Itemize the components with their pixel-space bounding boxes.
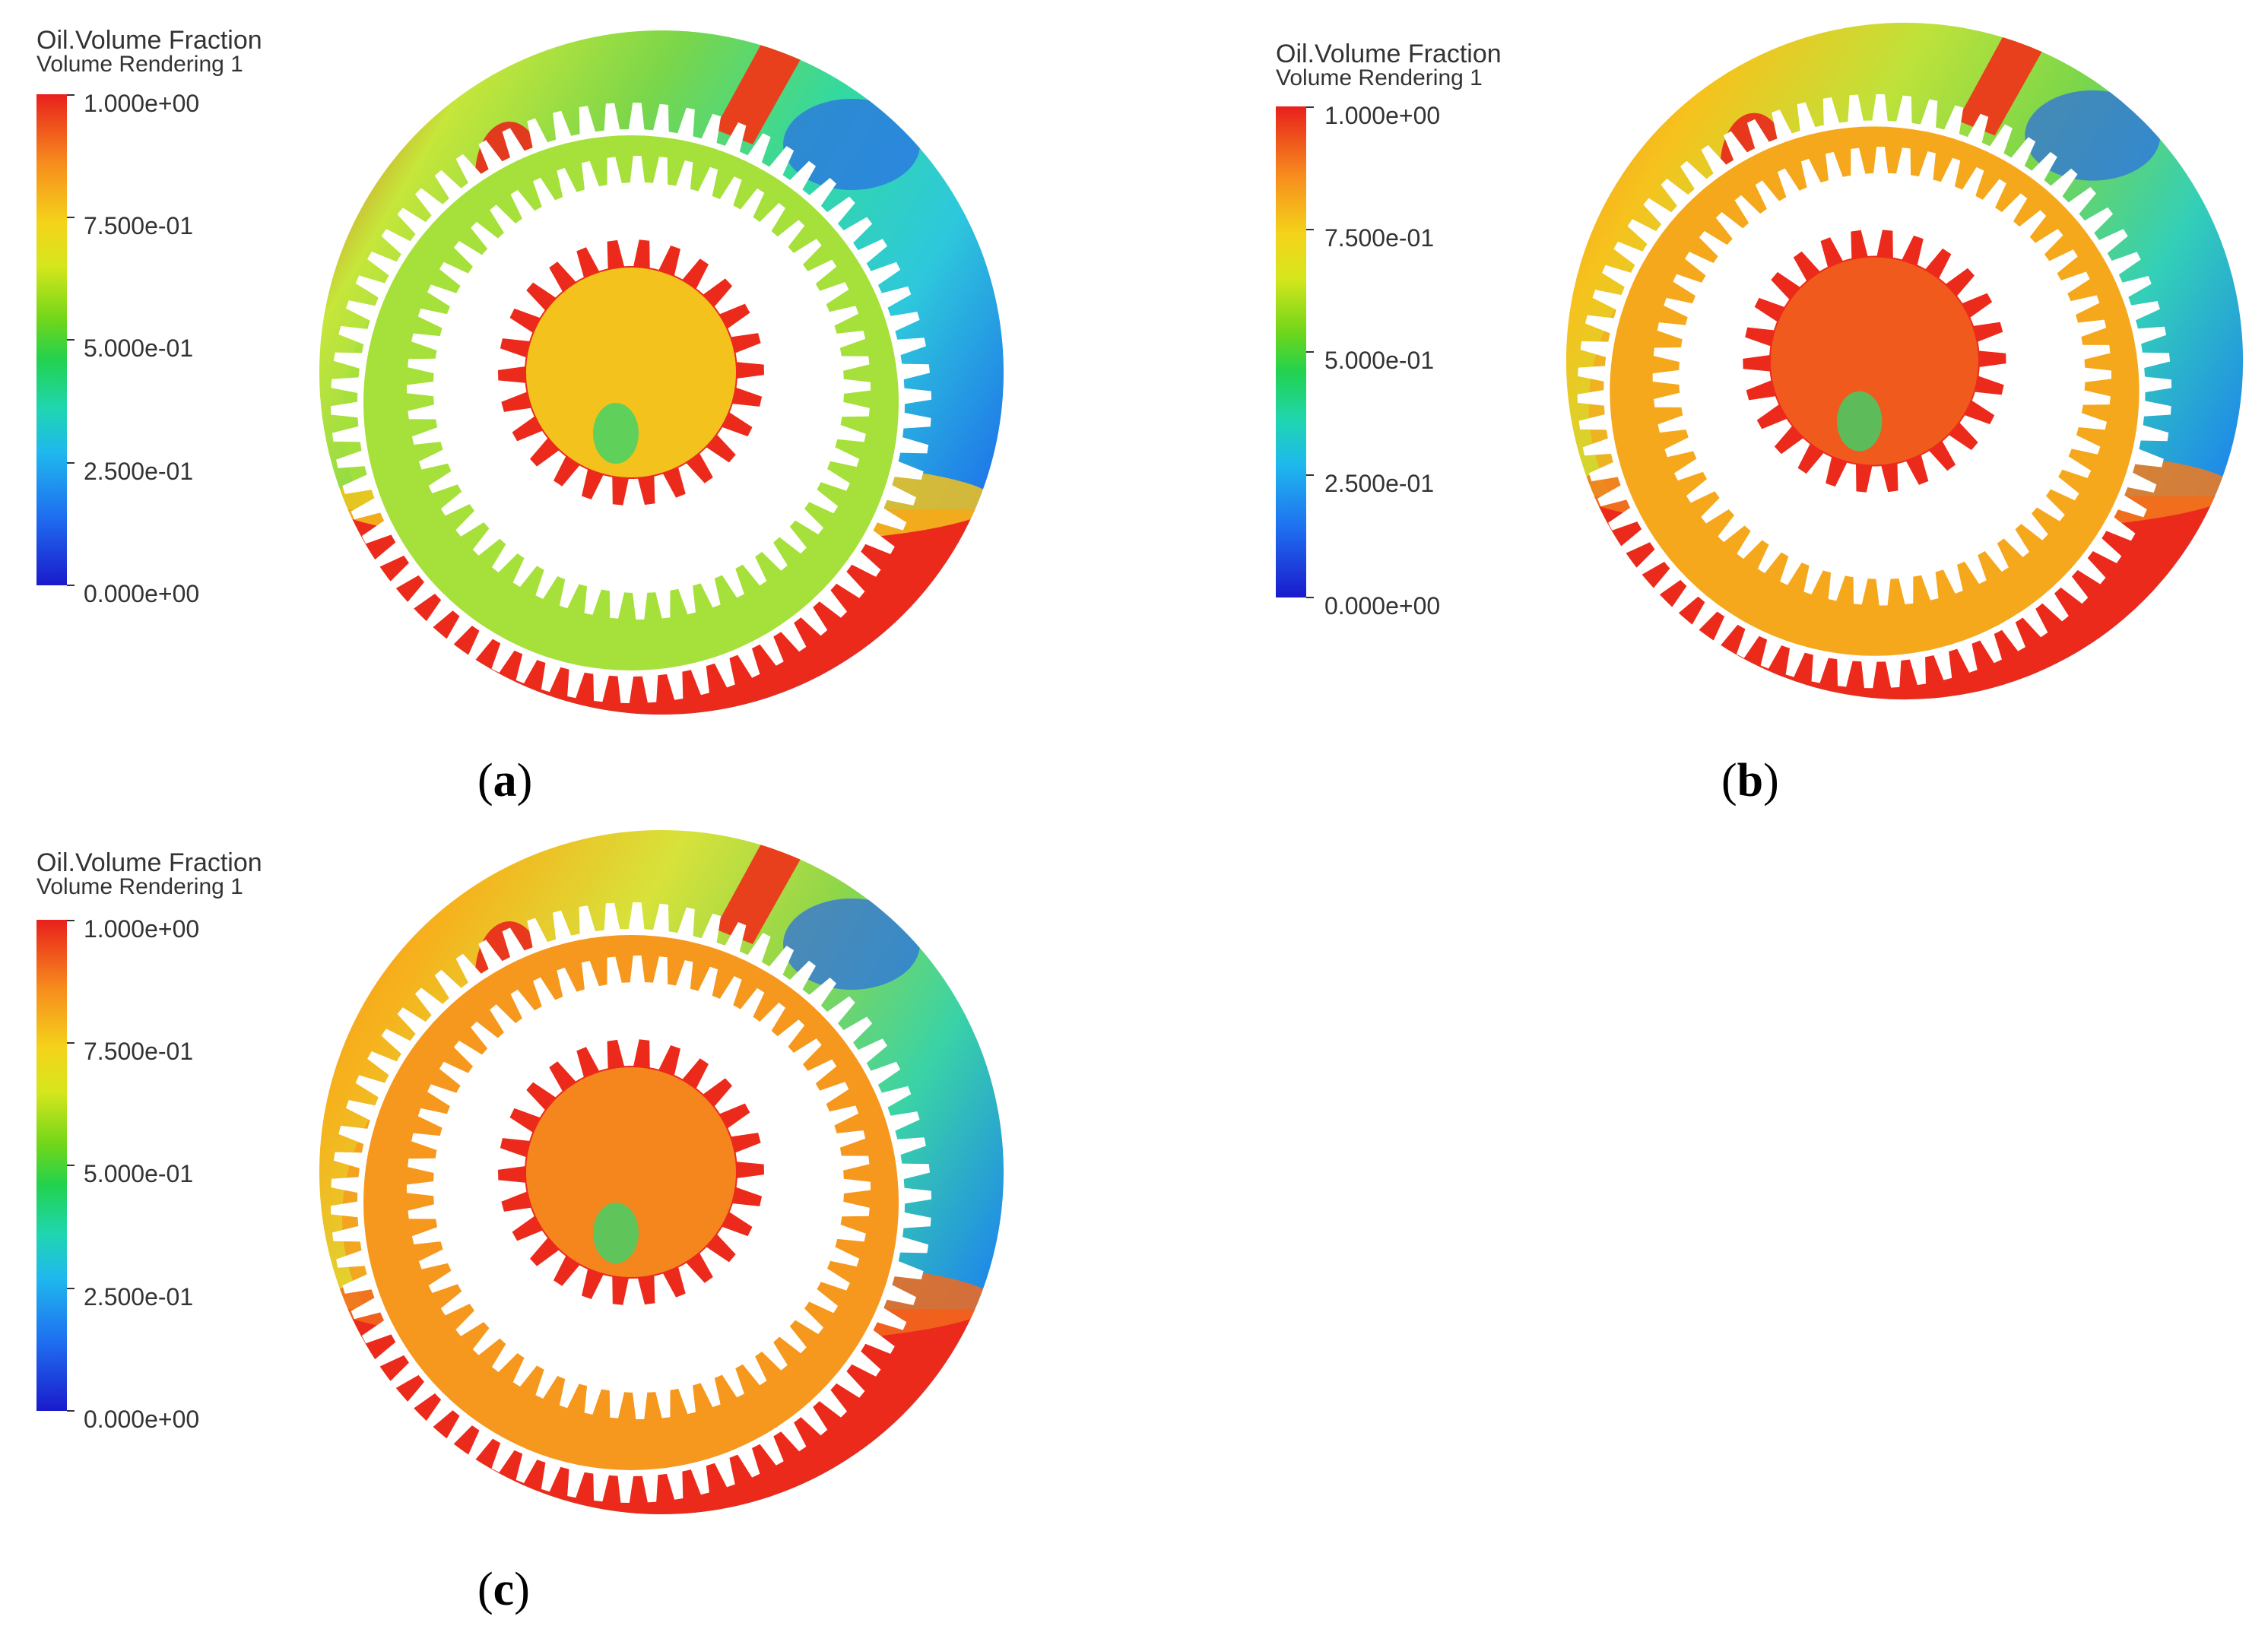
tick-label: 5.000e-01 [84,1160,194,1187]
inner-vortex [593,403,639,464]
color-scale-bar [36,920,67,1411]
color-scale-bar [1276,106,1306,597]
tick-label: 0.000e+00 [84,580,200,607]
tick-label: 2.500e-01 [84,1283,194,1311]
tick-mark [1306,474,1314,476]
legend-title: Oil.Volume Fraction [36,848,262,877]
inner-vortex [1836,391,1883,452]
tick-label: 0.000e+00 [84,1406,200,1433]
inner-gear-body [1770,257,1978,465]
tick-label: 1.000e+00 [1324,102,1441,129]
tick-label: 5.000e-01 [1324,347,1435,374]
tick-mark [1306,597,1314,598]
tick-label: 7.500e-01 [84,212,194,239]
panel-caption: (a) [477,755,533,807]
tick-mark [67,217,75,218]
tick-mark [1306,229,1314,230]
tick-mark [1306,351,1314,353]
inner-gear-body [526,1067,736,1277]
legend-subtitle: Volume Rendering 1 [1276,65,1483,90]
legend-title: Oil.Volume Fraction [1276,40,1502,68]
tick-mark [1306,106,1314,108]
tick-label: 7.500e-01 [84,1038,194,1065]
tick-mark [67,1410,75,1412]
tick-label: 1.000e+00 [84,915,200,943]
tick-label: 7.500e-01 [1324,224,1435,252]
low-oil-region [783,899,920,990]
tick-mark [67,462,75,464]
low-oil-region [783,99,920,190]
tick-label: 2.500e-01 [1324,470,1435,497]
tick-mark [67,339,75,341]
color-scale-bar [36,94,67,585]
tick-label: 2.500e-01 [84,458,194,485]
tick-mark [67,1165,75,1166]
legend-subtitle: Volume Rendering 1 [36,874,243,899]
low-oil-region [2025,90,2161,181]
tick-mark [67,920,75,921]
tick-mark [67,585,75,586]
legend-title: Oil.Volume Fraction [36,26,262,55]
gear-contour-plot [319,830,1004,1514]
tick-label: 0.000e+00 [1324,592,1441,620]
panel-caption: (c) [477,1564,530,1615]
tick-mark [67,1288,75,1289]
panel-caption: (b) [1721,755,1779,807]
inner-vortex [593,1203,639,1263]
gear-contour-plot [1565,22,2244,700]
tick-label: 1.000e+00 [84,90,200,117]
legend-subtitle: Volume Rendering 1 [36,52,243,77]
gear-contour-plot [319,30,1004,715]
tick-mark [67,1042,75,1044]
tick-label: 5.000e-01 [84,334,194,362]
inner-gear-body [526,268,736,477]
tick-mark [67,94,75,96]
